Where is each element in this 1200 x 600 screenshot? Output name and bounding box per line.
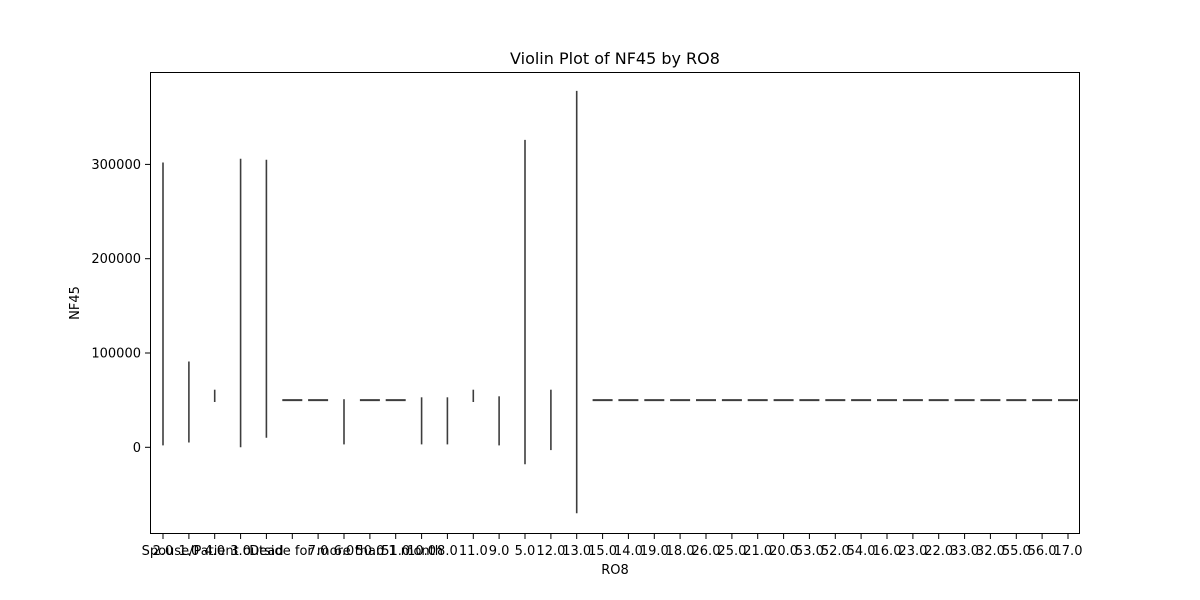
x-tick-label-14: 5.0 xyxy=(515,544,536,559)
chart-title: Violin Plot of NF45 by RO8 xyxy=(510,49,720,68)
x-tick-label-31: 33.0 xyxy=(950,544,979,559)
x-tick-label-4: Dead xyxy=(249,544,283,559)
x-tick-label-27: 54.0 xyxy=(847,544,876,559)
x-tick-label-1: 1.0 xyxy=(179,544,200,559)
x-tick-label-11: 8.0 xyxy=(437,544,458,559)
x-tick-label-19: 19.0 xyxy=(640,544,669,559)
x-tick-label-28: 16.0 xyxy=(873,544,902,559)
violin-marks xyxy=(162,90,1078,514)
x-tick-label-6: 7.0 xyxy=(308,544,329,559)
y-tick-label-1: 100000 xyxy=(91,347,141,362)
x-tick-label-33: 55.0 xyxy=(1002,544,1031,559)
x-tick-label-25: 53.0 xyxy=(795,544,824,559)
x-tick-label-29: 23.0 xyxy=(898,544,927,559)
y-tick-label-0: 0 xyxy=(133,441,141,456)
x-tick-label-0: 2.0 xyxy=(153,544,174,559)
x-tick-label-10: 10.0 xyxy=(407,544,436,559)
x-tick-label-20: 18.0 xyxy=(666,544,695,559)
x-tick-label-24: 20.0 xyxy=(769,544,798,559)
x-tick-label-3: 3.0 xyxy=(230,544,251,559)
x-tick-label-18: 14.0 xyxy=(614,544,643,559)
x-tick-label-7: 6.0 xyxy=(334,544,355,559)
x-tick-label-21: 26.0 xyxy=(692,544,721,559)
x-tick-label-13: 9.0 xyxy=(489,544,510,559)
x-tick-label-8: 50.0 xyxy=(355,544,384,559)
x-tick-label-12: 11.0 xyxy=(459,544,488,559)
x-tick-label-30: 22.0 xyxy=(924,544,953,559)
plot-frame xyxy=(150,72,1080,534)
x-tick-label-22: 25.0 xyxy=(717,544,746,559)
x-tick-label-26: 52.0 xyxy=(821,544,850,559)
y-tick-label-3: 300000 xyxy=(91,158,141,173)
x-tick-label-5: Spouse/Patient outside for more than 1 m… xyxy=(142,544,443,559)
x-tick-label-16: 13.0 xyxy=(562,544,591,559)
y-axis-label: NF45 xyxy=(68,286,83,320)
x-axis-label: RO8 xyxy=(601,563,629,578)
x-tick-label-23: 21.0 xyxy=(743,544,772,559)
y-axis: 0 100000 200000 300000 xyxy=(91,158,150,456)
x-tick-label-32: 32.0 xyxy=(976,544,1005,559)
y-tick-label-2: 200000 xyxy=(91,252,141,267)
x-tick-label-9: 51.0 xyxy=(381,544,410,559)
x-tick-label-35: 17.0 xyxy=(1054,544,1083,559)
x-tick-label-34: 56.0 xyxy=(1028,544,1057,559)
x-tick-label-15: 12.0 xyxy=(536,544,565,559)
x-tick-label-17: 15.0 xyxy=(588,544,617,559)
x-tick-label-2: 4.0 xyxy=(204,544,225,559)
